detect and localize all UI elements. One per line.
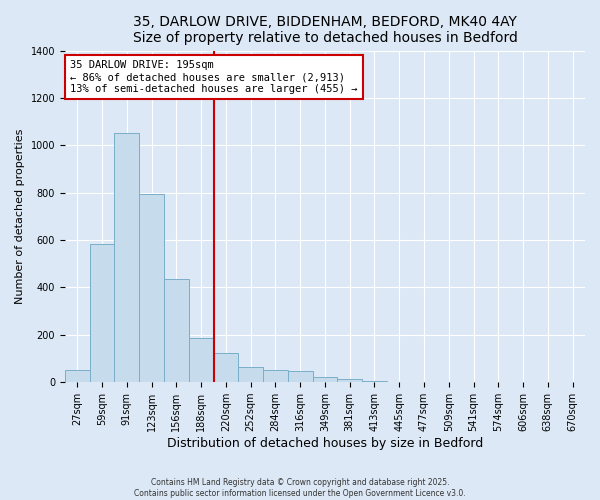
Title: 35, DARLOW DRIVE, BIDDENHAM, BEDFORD, MK40 4AY
Size of property relative to deta: 35, DARLOW DRIVE, BIDDENHAM, BEDFORD, MK… [133, 15, 517, 45]
Bar [362, 381, 387, 382]
Text: Contains HM Land Registry data © Crown copyright and database right 2025.
Contai: Contains HM Land Registry data © Crown c… [134, 478, 466, 498]
Bar [238, 367, 263, 382]
Bar [214, 352, 238, 382]
Y-axis label: Number of detached properties: Number of detached properties [15, 128, 25, 304]
Bar [164, 279, 189, 382]
Bar [263, 370, 288, 382]
Bar [288, 371, 313, 382]
Bar [89, 244, 115, 382]
Bar [65, 370, 89, 382]
Bar [337, 380, 362, 382]
Bar [313, 377, 337, 382]
Bar [139, 194, 164, 382]
X-axis label: Distribution of detached houses by size in Bedford: Distribution of detached houses by size … [167, 437, 483, 450]
Bar [189, 338, 214, 382]
Text: 35 DARLOW DRIVE: 195sqm
← 86% of detached houses are smaller (2,913)
13% of semi: 35 DARLOW DRIVE: 195sqm ← 86% of detache… [70, 60, 358, 94]
Bar [115, 134, 139, 382]
